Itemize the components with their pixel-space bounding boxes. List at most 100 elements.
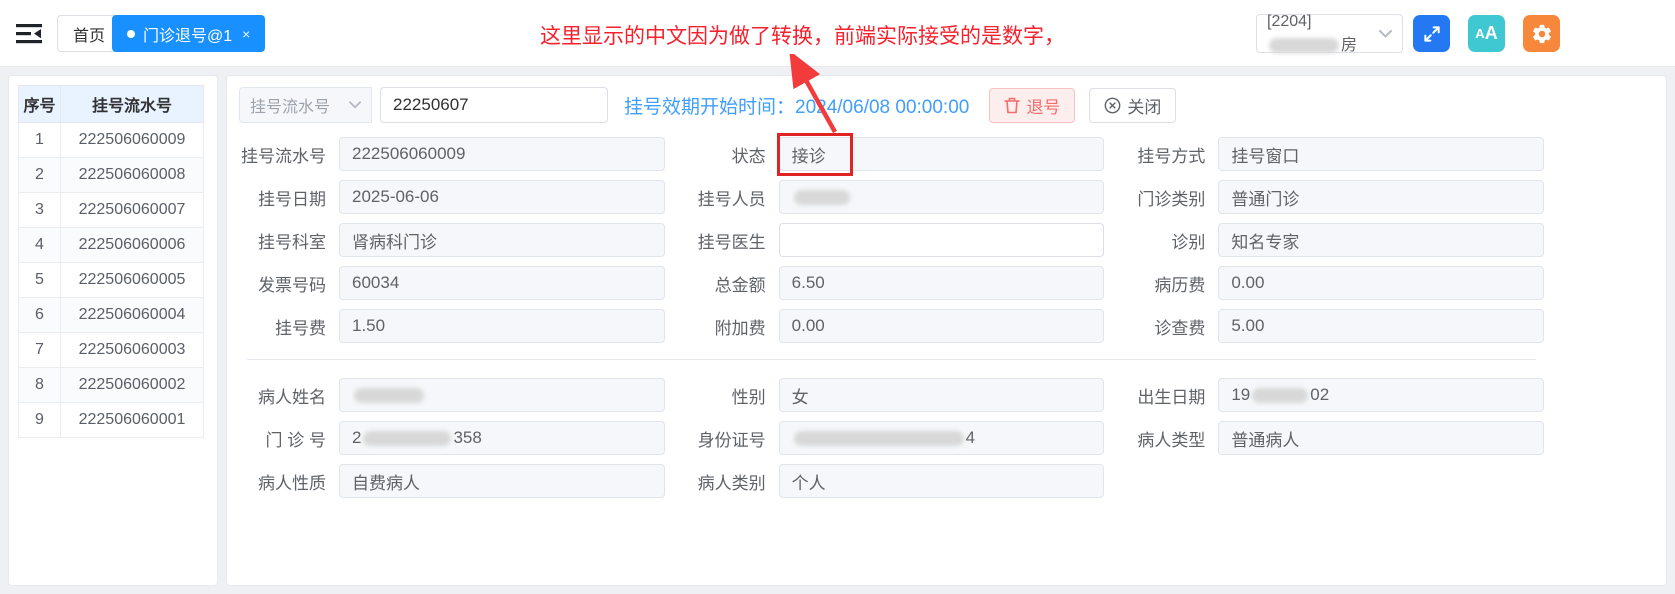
field-value: 4 xyxy=(965,428,976,447)
col-header-index: 序号 xyxy=(18,85,61,123)
row-index[interactable]: 8 xyxy=(18,367,61,403)
row-index[interactable]: 7 xyxy=(18,332,61,368)
refund-button[interactable]: 退号 xyxy=(989,87,1076,123)
field-label: 病历费 xyxy=(1154,275,1206,295)
form-row: 挂号流水号 222506060009 状态 接诊 挂号方式 挂号窗口 xyxy=(239,133,1544,176)
table-row[interactable]: 6 222506060004 xyxy=(18,297,204,333)
col-header-serial: 挂号流水号 xyxy=(60,85,204,123)
table-row[interactable]: 2 222506060008 xyxy=(18,157,204,193)
field-input: 挂号窗口 xyxy=(1218,137,1544,171)
row-serial[interactable]: 222506060007 xyxy=(60,192,204,228)
row-serial[interactable]: 222506060004 xyxy=(60,297,204,333)
field-label: 挂号医生 xyxy=(697,232,766,252)
field-input: 女 xyxy=(778,378,1105,412)
table-row[interactable]: 5 222506060005 xyxy=(18,262,204,298)
registration-form: 挂号流水号 222506060009 状态 接诊 挂号方式 挂号窗口 挂号日期 2025-06… xyxy=(239,133,1654,498)
settings-button[interactable] xyxy=(1523,15,1560,52)
field-value: 2025-06-06 xyxy=(352,187,439,206)
row-serial[interactable]: 222506060003 xyxy=(60,332,204,368)
redacted-value xyxy=(1252,387,1309,403)
row-index[interactable]: 9 xyxy=(18,402,61,438)
field-label: 病人类型 xyxy=(1137,430,1206,450)
field-value: 60034 xyxy=(352,273,400,292)
field-input: 接诊 xyxy=(776,133,1105,176)
row-index[interactable]: 5 xyxy=(18,262,61,298)
form-field: 出生日期 19 02 xyxy=(1118,378,1544,412)
field-input: 4 xyxy=(778,421,1105,455)
field-input: 普通病人 xyxy=(1218,421,1544,455)
field-label: 发票号码 xyxy=(258,275,326,295)
row-serial[interactable]: 222506060009 xyxy=(60,122,204,158)
field-value: 02 xyxy=(1310,385,1330,404)
field-label: 门诊类别 xyxy=(1137,189,1206,209)
table-row[interactable]: 3 222506060007 xyxy=(18,192,204,228)
close-button[interactable]: 关闭 xyxy=(1089,87,1177,123)
field-input: 0.00 xyxy=(778,309,1105,343)
workspace-select[interactable]: [2204]房 xyxy=(1256,12,1403,54)
field-value: 女 xyxy=(791,387,809,407)
row-index[interactable]: 1 xyxy=(18,122,61,158)
field-input: 60034 xyxy=(339,266,665,300)
field-input: 222506060009 xyxy=(339,137,665,171)
row-index[interactable]: 2 xyxy=(18,157,61,193)
row-serial[interactable]: 222506060008 xyxy=(60,157,204,193)
table-row[interactable]: 9 222506060001 xyxy=(18,402,204,438)
redacted-value xyxy=(354,387,424,403)
row-serial[interactable]: 222506060006 xyxy=(60,227,204,263)
field-label: 挂号流水号 xyxy=(241,146,326,166)
tab-home-label: 首页 xyxy=(73,27,106,45)
form-field: 挂号费 1.50 xyxy=(239,309,665,343)
row-serial[interactable]: 222506060005 xyxy=(60,262,204,298)
form-row: 挂号日期 2025-06-06 挂号人员 门诊类别 普通门诊 xyxy=(239,180,1544,214)
section-divider xyxy=(247,359,1536,360)
tab-outpatient-refund[interactable]: 门诊退号@1 × xyxy=(112,15,266,52)
row-serial[interactable]: 222506060001 xyxy=(60,402,204,438)
field-value: 普通门诊 xyxy=(1231,189,1300,209)
field-input[interactable] xyxy=(778,223,1105,257)
field-input: 2025-06-06 xyxy=(339,180,665,214)
field-label: 病人姓名 xyxy=(258,387,326,407)
search-field-select[interactable]: 挂号流水号 xyxy=(239,87,372,123)
field-input: 知名专家 xyxy=(1218,223,1544,257)
annotation-text: 这里显示的中文因为做了转换，前端实际接受的是数字， xyxy=(540,25,1065,48)
gear-icon xyxy=(1532,24,1551,43)
form-field: 诊别 知名专家 xyxy=(1118,223,1544,257)
row-serial[interactable]: 222506060002 xyxy=(60,367,204,403)
serial-search-input[interactable] xyxy=(380,87,608,123)
row-index[interactable]: 6 xyxy=(18,297,61,333)
form-row: 发票号码 60034 总金额 6.50 病历费 0.00 xyxy=(239,266,1544,300)
table-row[interactable]: 1 222506060009 xyxy=(18,122,204,158)
row-index[interactable]: 3 xyxy=(18,192,61,228)
table-row[interactable]: 4 222506060006 xyxy=(18,227,204,263)
field-value: 普通病人 xyxy=(1231,430,1300,450)
sidebar-fold-icon[interactable] xyxy=(14,21,44,47)
form-field: 病历费 0.00 xyxy=(1118,266,1544,300)
form-field: 诊查费 5.00 xyxy=(1118,309,1544,343)
field-input: 1.50 xyxy=(339,309,665,343)
table-row[interactable]: 8 222506060002 xyxy=(18,367,204,403)
form-row: 挂号费 1.50 附加费 0.00 诊查费 5.00 xyxy=(239,309,1544,343)
field-label: 出生日期 xyxy=(1137,387,1206,407)
field-label: 挂号方式 xyxy=(1137,146,1206,166)
form-field: 挂号流水号 222506060009 xyxy=(239,137,665,171)
row-index[interactable]: 4 xyxy=(18,227,61,263)
serial-list-panel: 序号 挂号流水号 1 222506060009 2 222506060008 3 2225… xyxy=(8,75,218,586)
tab-close-icon[interactable]: × xyxy=(242,25,251,42)
form-field: 挂号医生 xyxy=(679,223,1105,257)
expand-arrows-icon xyxy=(1423,25,1440,42)
fullscreen-button[interactable] xyxy=(1413,15,1450,52)
field-input: 个人 xyxy=(778,464,1105,498)
workspace-select-value: [2204]房 xyxy=(1267,12,1358,54)
field-label: 挂号人员 xyxy=(697,189,766,209)
refund-toolbar: 挂号流水号 挂号效期开始时间：2024/06/08 00:00:00 退号 xyxy=(239,86,1654,124)
form-field: 总金额 6.50 xyxy=(679,266,1105,300)
form-field: 病人类型 普通病人 xyxy=(1118,421,1544,455)
table-row[interactable]: 7 222506060003 xyxy=(18,332,204,368)
field-label: 病人性质 xyxy=(258,473,326,493)
field-label: 诊别 xyxy=(1171,232,1206,252)
tab-home[interactable]: 首页 xyxy=(57,15,122,52)
field-value: 0.00 xyxy=(791,316,825,335)
field-label: 诊查费 xyxy=(1154,318,1206,338)
